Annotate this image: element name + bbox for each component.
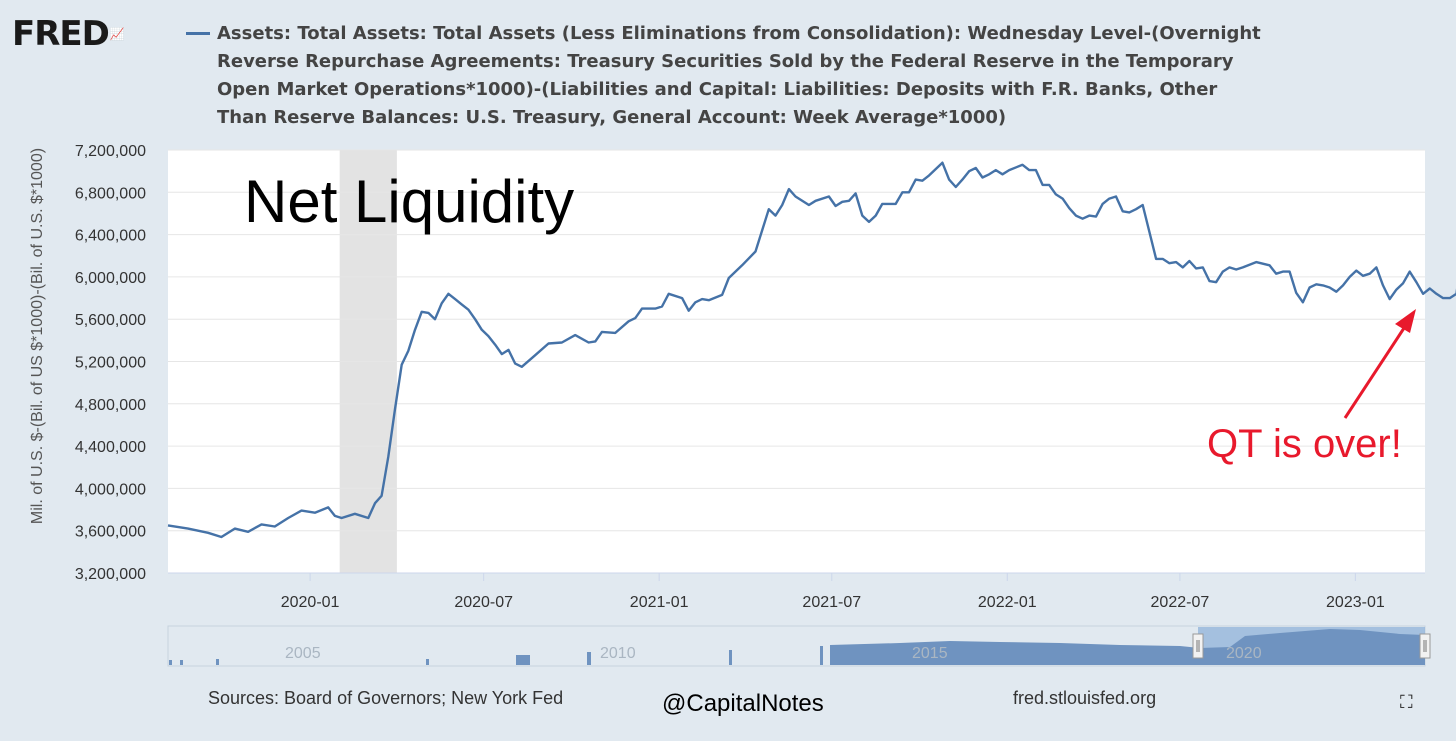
x-tick-label: 2021-07 [802, 594, 861, 611]
y-tick-label: 6,000,000 [75, 270, 146, 287]
series-line [167, 161, 1456, 539]
y-tick-label: 3,200,000 [75, 566, 146, 583]
y-tick-label: 6,400,000 [75, 228, 146, 245]
chart-legend: Assets: Total Assets: Total Assets (Less… [186, 20, 1266, 132]
y-tick-label: 4,400,000 [75, 439, 146, 456]
x-tick-label: 2022-07 [1151, 594, 1210, 611]
navigator-series-area [830, 629, 1425, 665]
x-axis-ticks: 2020-01 2020-07 2021-01 2021-07 2022-01 2022-… [281, 573, 1385, 611]
y-tick-label: 3,600,000 [75, 524, 146, 541]
legend-series-label: Assets: Total Assets: Total Assets (Less… [217, 23, 1261, 128]
y-axis-ticks: 3,200,000 3,600,000 4,000,000 4,400,000 4,80… [75, 143, 146, 583]
fred-logo[interactable]: FRED 📈 [12, 14, 125, 54]
y-tick-label: 6,800,000 [75, 185, 146, 202]
y-tick-label: 4,000,000 [75, 481, 146, 498]
fullscreen-icon[interactable]: ⛶ [1400, 692, 1413, 712]
annotation-qt-is-over: QT is over! [1207, 422, 1402, 466]
legend-swatch [186, 32, 210, 35]
navigator-label-2020: 2020 [1226, 645, 1262, 662]
annotation-arrow-shaft [1343, 321, 1410, 419]
annotation-arrow-head [1395, 309, 1416, 333]
navigator-label-2005: 2005 [285, 645, 321, 662]
y-tick-label: 5,200,000 [75, 355, 146, 372]
x-tick-label: 2020-07 [454, 594, 513, 611]
y-tick-label: 4,800,000 [75, 397, 146, 414]
y-axis-label: Mil. of U.S. $-(Bil. of US $*1000)-(Bil.… [29, 147, 46, 525]
navigator[interactable]: 2005 2010 2015 2020 [167, 625, 1431, 667]
x-tick-label: 2023-01 [1326, 594, 1385, 611]
watermark-handle: @CapitalNotes [662, 690, 824, 717]
x-tick-label: 2021-01 [630, 594, 689, 611]
logo-chart-icon: 📈 [109, 27, 125, 41]
x-tick-label: 2020-01 [281, 594, 340, 611]
x-tick-label: 2022-01 [978, 594, 1037, 611]
y-tick-label: 7,200,000 [75, 143, 146, 160]
y-tick-label: 5,600,000 [75, 312, 146, 329]
navigator-handle-left[interactable] [1192, 633, 1204, 659]
navigator-handle-right[interactable] [1419, 633, 1431, 659]
gridlines [168, 149, 1425, 532]
logo-text: FRED [12, 14, 110, 54]
navigator-label-2015: 2015 [912, 645, 948, 662]
footer-url[interactable]: fred.stlouisfed.org [1013, 688, 1157, 708]
annotation-net-liquidity: Net Liquidity [244, 168, 574, 235]
footer-sources: Sources: Board of Governors; New York Fe… [208, 688, 564, 708]
navigator-label-2010: 2010 [600, 645, 636, 662]
